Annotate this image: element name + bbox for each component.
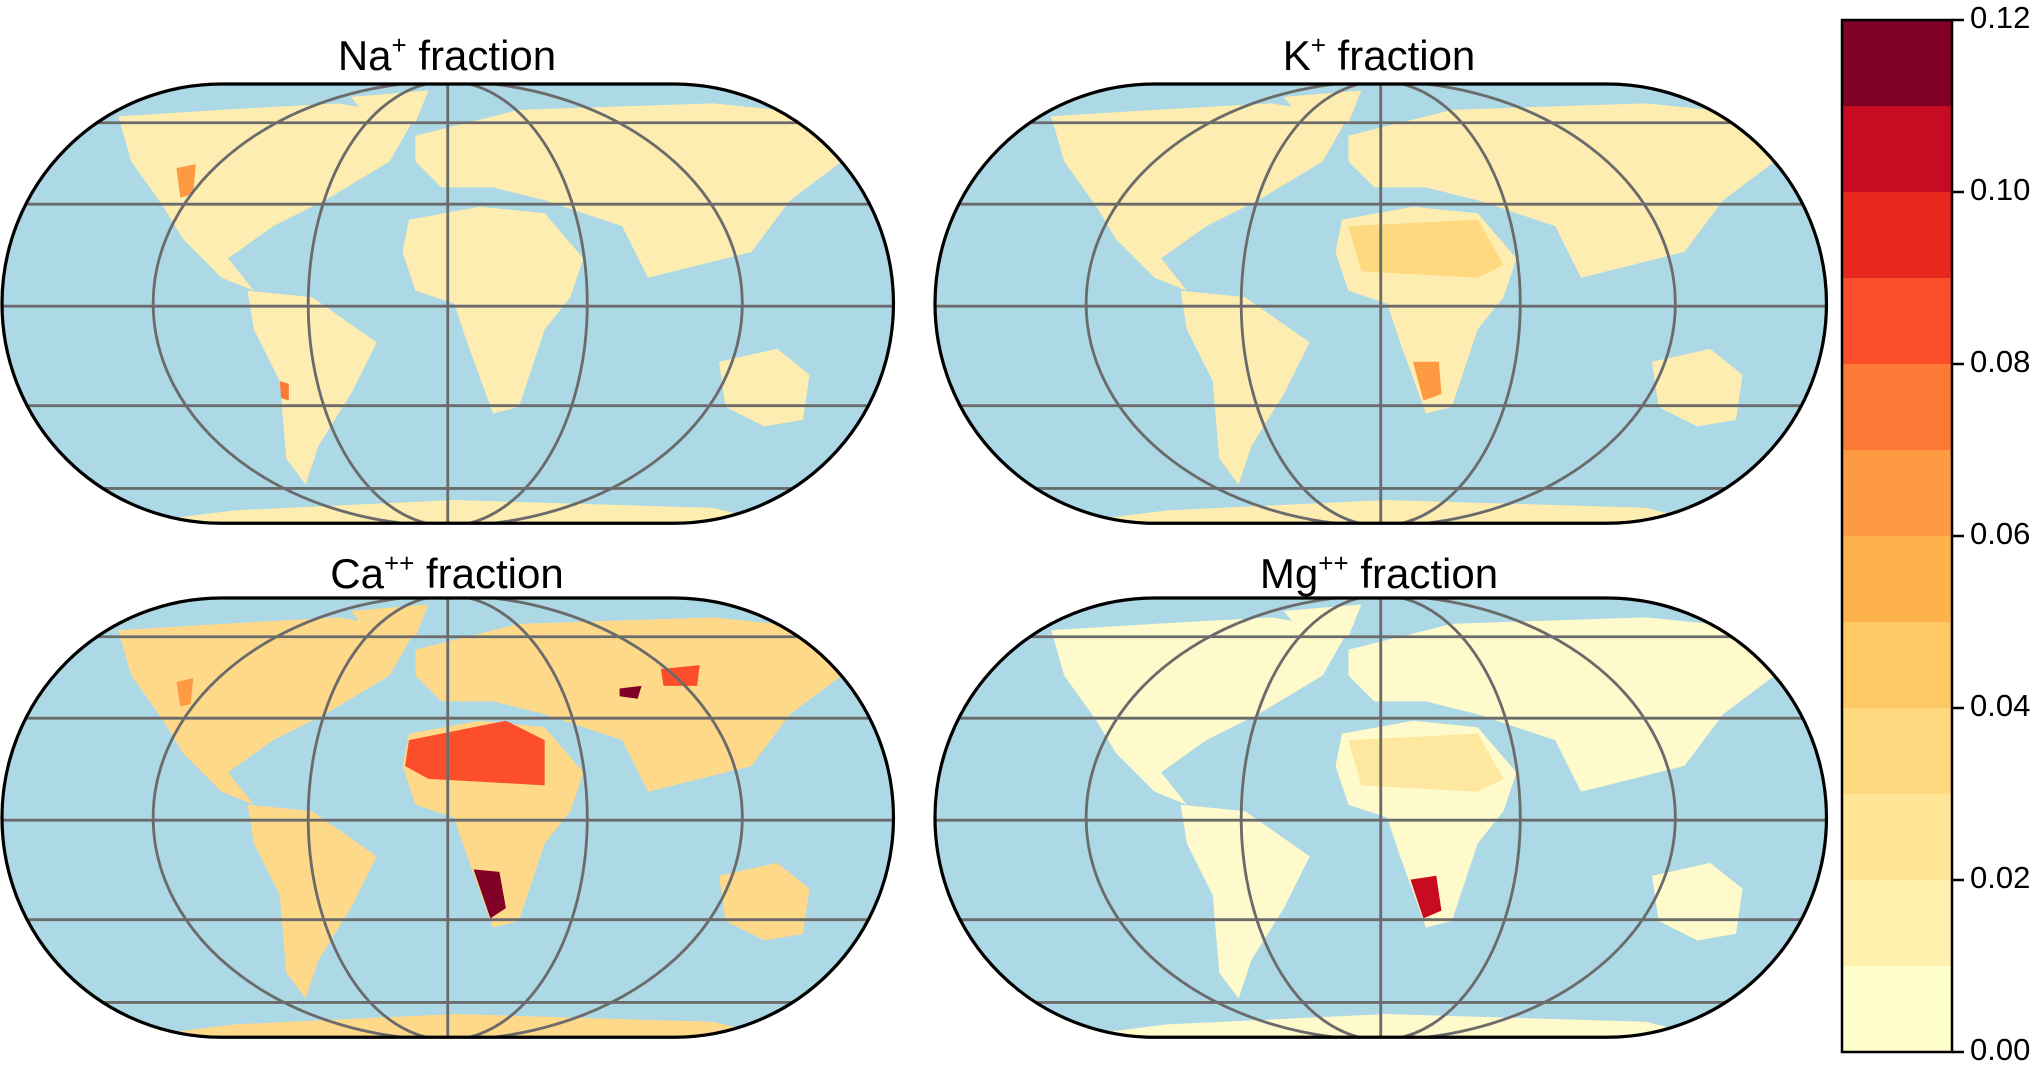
panel-title: Na+ fraction <box>338 30 556 79</box>
panel-title: Ca++ fraction <box>330 548 563 597</box>
tick-label: 0.04 <box>1970 688 2030 723</box>
title-sup: + <box>392 30 407 60</box>
colorbar-band <box>1842 20 1952 106</box>
tick-label: 0.06 <box>1970 516 2030 551</box>
panel-title: K+ fraction <box>1283 30 1476 79</box>
colorbar-band <box>1842 364 1952 450</box>
tick-label: 0.12 <box>1970 0 2030 35</box>
colorbar-band <box>1842 192 1952 278</box>
colorbar-band <box>1842 106 1952 192</box>
colorbar-band <box>1842 708 1952 794</box>
title-base: Mg <box>1260 550 1318 597</box>
title-base: K <box>1283 32 1311 79</box>
title-sup: ++ <box>384 548 414 578</box>
colorbar-band <box>1842 536 1952 622</box>
title-base: Ca <box>330 550 384 597</box>
tick-label: 0.02 <box>1970 860 2030 895</box>
colorbar: 0.00 0.02 0.04 0.06 0.08 0.10 0.12 <box>1840 0 2030 1067</box>
colorbar-band <box>1842 794 1952 880</box>
title-base: Na <box>338 32 392 79</box>
tick-label: 0.00 <box>1970 1032 2030 1067</box>
title-rest: fraction <box>407 32 556 79</box>
title-rest: fraction <box>1326 32 1475 79</box>
tick-label: 0.08 <box>1970 344 2030 379</box>
title-sup: + <box>1311 30 1326 60</box>
title-rest: fraction <box>414 550 563 597</box>
colorbar-band <box>1842 278 1952 364</box>
map-panel <box>933 82 1829 525</box>
panel-title: Mg++ fraction <box>1260 548 1498 597</box>
map-panel <box>933 596 1829 1039</box>
map-panel <box>0 82 896 525</box>
colorbar-band <box>1842 622 1952 708</box>
colorbar-band <box>1842 880 1952 966</box>
tick-label: 0.10 <box>1970 172 2030 207</box>
title-sup: ++ <box>1318 548 1348 578</box>
colorbar-band <box>1842 450 1952 536</box>
map-panel <box>0 596 896 1039</box>
title-rest: fraction <box>1349 550 1498 597</box>
colorbar-band <box>1842 966 1952 1052</box>
